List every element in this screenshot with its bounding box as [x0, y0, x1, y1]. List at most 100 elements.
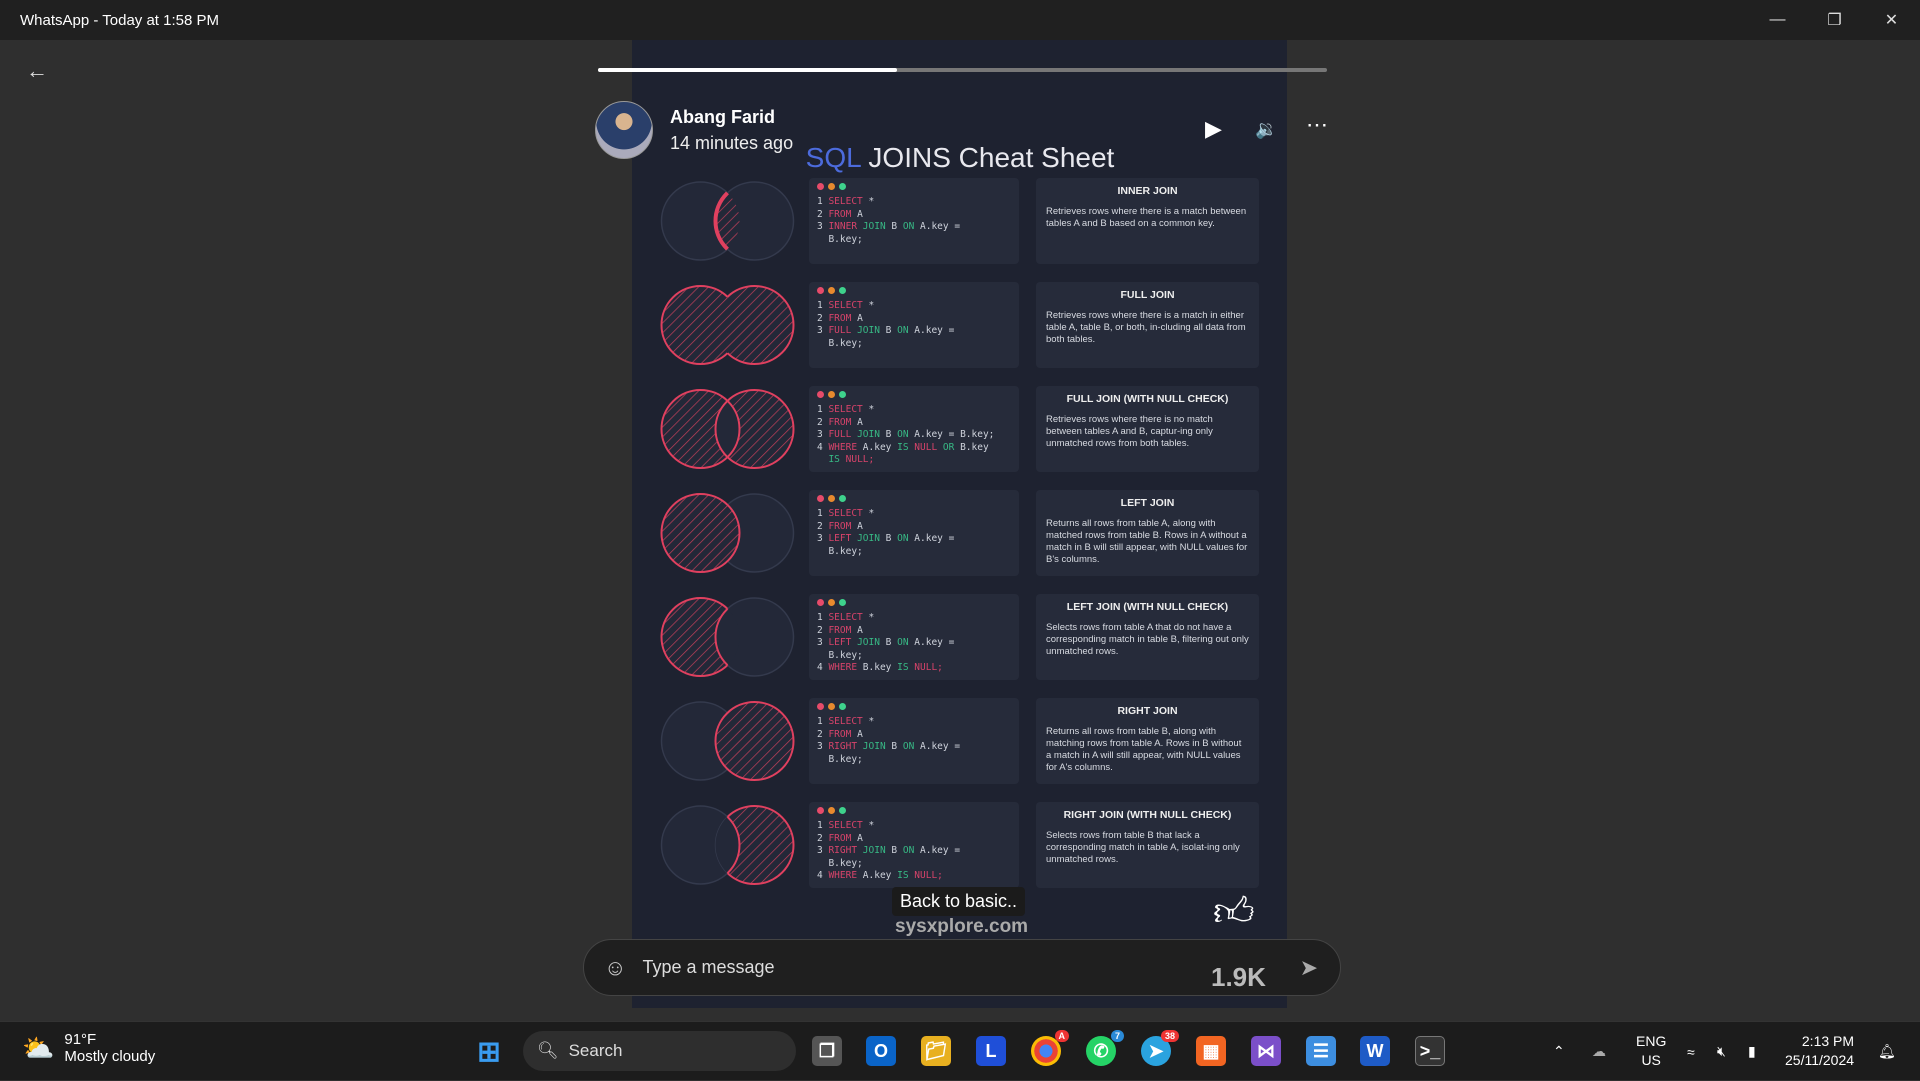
- message-composer: ☺ ➤: [583, 939, 1341, 996]
- join-title: FULL JOIN: [1120, 289, 1175, 301]
- emoji-icon[interactable]: ☺: [604, 954, 627, 980]
- lang-line1: ENG: [1636, 1033, 1667, 1049]
- weather-temp: 91°F: [64, 1031, 97, 1048]
- telegram-icon[interactable]: ➤ 38: [1141, 1030, 1179, 1066]
- caption-text: Back to basic..: [892, 887, 1026, 916]
- venn-diagram-right-only: [660, 805, 795, 885]
- window-dots-icon: [817, 703, 1011, 710]
- code-line: 2 FROM A: [817, 832, 863, 844]
- more-options-icon[interactable]: ⋯: [1306, 112, 1328, 137]
- code-line: 2 FROM A: [817, 312, 863, 324]
- windows-start-icon[interactable]: ⊞: [477, 1035, 501, 1067]
- outlook-icon[interactable]: O: [866, 1036, 896, 1066]
- language-indicator[interactable]: ENG US: [1636, 1032, 1666, 1070]
- join-title: RIGHT JOIN: [1117, 705, 1178, 717]
- avatar[interactable]: [595, 101, 653, 159]
- taskbar: ⛅ 91°F Mostly cloudy ⊞ 🔍︎ Search ❐ O 📁︎ L …: [0, 1021, 1920, 1080]
- code-line: B.key;: [828, 233, 863, 245]
- volume-icon[interactable]: 🔉: [1255, 119, 1278, 139]
- message-input[interactable]: [642, 957, 1203, 978]
- join-description: Selects rows from table B that lack a co…: [1046, 830, 1240, 865]
- minimize-button[interactable]: —: [1769, 11, 1786, 28]
- wifi-icon[interactable]: ≈: [1687, 1043, 1695, 1060]
- code-line: 4 WHERE B.key IS NULL;: [817, 662, 943, 673]
- taskbar-search[interactable]: 🔍︎ Search: [523, 1031, 796, 1071]
- join-description: Returns all rows from table B, along wit…: [1046, 726, 1242, 773]
- thumbs-up-icon: 👍︎: [1213, 890, 1255, 934]
- sheet-title: SQL JOINS Cheat Sheet: [800, 142, 1120, 174]
- terminal-icon[interactable]: >_: [1415, 1036, 1445, 1066]
- code-line: 3 RIGHT JOIN B ON A.key =: [817, 741, 961, 752]
- venn-diagram-right: [660, 701, 795, 781]
- code-line: IS NULL;: [828, 454, 875, 465]
- description-card: RIGHT JOIN Returns all rows from table B,…: [1036, 698, 1259, 784]
- join-title: LEFT JOIN: [1120, 497, 1175, 509]
- whatsapp-badge: 7: [1110, 1030, 1124, 1042]
- notepad-icon[interactable]: ☰: [1306, 1036, 1336, 1066]
- code-line: B.key;: [828, 753, 863, 765]
- venn-diagram-outer: [660, 389, 795, 469]
- description-card: INNER JOIN Retrieves rows where there is …: [1036, 178, 1259, 264]
- play-icon[interactable]: ▶: [1205, 116, 1222, 141]
- clock[interactable]: 2:13 PM 25/11/2024: [1785, 1032, 1854, 1070]
- mute-icon[interactable]: 🔇︎: [1717, 1043, 1726, 1059]
- join-title: LEFT JOIN (WITH NULL CHECK): [1066, 601, 1229, 613]
- code-line: 1 SELECT *: [817, 820, 875, 831]
- lang-line2: US: [1641, 1052, 1661, 1068]
- code-line: 2 FROM A: [817, 416, 863, 428]
- chrome-badge: A: [1054, 1030, 1069, 1042]
- like-count: 1.9K: [1211, 962, 1266, 992]
- window-dots-icon: [817, 391, 1011, 398]
- code-line: 1 SELECT *: [817, 612, 875, 623]
- description-card: LEFT JOIN Returns all rows from table A, …: [1036, 490, 1259, 576]
- window-title: WhatsApp - Today at 1:58 PM: [20, 11, 219, 29]
- code-line: 2 FROM A: [817, 728, 863, 740]
- onedrive-icon[interactable]: ☁: [1592, 1043, 1606, 1059]
- code-line: 2 FROM A: [817, 208, 863, 220]
- code-line: 3 FULL JOIN B ON A.key =: [817, 325, 955, 336]
- back-arrow-icon[interactable]: ←: [26, 58, 48, 83]
- word-icon[interactable]: W: [1360, 1036, 1390, 1066]
- close-button[interactable]: ✕: [1884, 12, 1899, 29]
- window-dots-icon: [817, 599, 1011, 606]
- code-line: 1 SELECT *: [817, 508, 875, 519]
- restore-button[interactable]: ❐: [1827, 12, 1842, 29]
- brave-like-app-icon[interactable]: ▦: [1196, 1036, 1226, 1066]
- visual-studio-icon[interactable]: ⋈: [1251, 1036, 1281, 1066]
- sender-name[interactable]: Abang Farid: [670, 107, 776, 127]
- watermark: sysxplore.com: [895, 916, 1029, 937]
- chrome-icon[interactable]: A: [1031, 1030, 1069, 1066]
- show-hidden-icons[interactable]: ⌃: [1553, 1043, 1565, 1059]
- code-line: 2 FROM A: [817, 520, 863, 532]
- title-rest: JOINS Cheat Sheet: [860, 142, 1115, 173]
- telegram-badge: 38: [1160, 1030, 1179, 1042]
- weather-widget[interactable]: ⛅ 91°F Mostly cloudy: [22, 1031, 155, 1065]
- code-line: 1 SELECT *: [817, 196, 875, 207]
- code-line: 1 SELECT *: [817, 300, 875, 311]
- code-line: 2 FROM A: [817, 624, 863, 636]
- search-label: Search: [568, 1041, 623, 1060]
- join-title: RIGHT JOIN (WITH NULL CHECK): [1063, 809, 1232, 821]
- title-bar: WhatsApp - Today at 1:58 PM — ❐ ✕: [0, 0, 1920, 40]
- code-line: 3 INNER JOIN B ON A.key =: [817, 221, 961, 232]
- send-icon[interactable]: ➤: [1299, 954, 1318, 980]
- whatsapp-icon[interactable]: ✆ 7: [1086, 1030, 1124, 1066]
- search-icon: 🔍︎: [537, 1041, 559, 1060]
- code-line: 1 SELECT *: [817, 716, 875, 727]
- task-view-icon[interactable]: ❐: [812, 1036, 842, 1066]
- file-explorer-icon[interactable]: 📁︎: [921, 1036, 951, 1066]
- code-line: B.key;: [828, 649, 863, 661]
- notification-bell-icon[interactable]: 🔔︎: [1878, 1043, 1896, 1059]
- progress-fill: [598, 68, 897, 72]
- l-app-icon[interactable]: L: [976, 1036, 1006, 1066]
- join-title: FULL JOIN (WITH NULL CHECK): [1066, 393, 1229, 405]
- code-line: B.key;: [828, 857, 863, 869]
- battery-icon[interactable]: ▮: [1748, 1043, 1756, 1059]
